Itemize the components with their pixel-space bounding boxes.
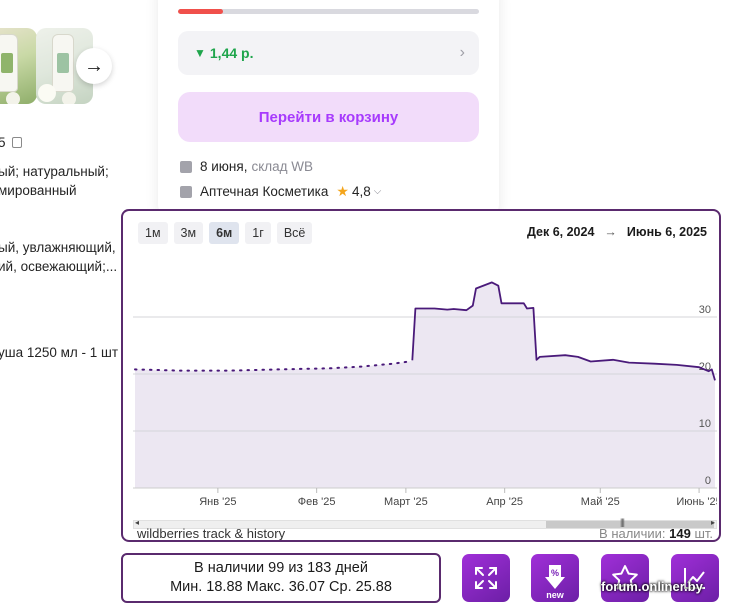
flower-decoration: [38, 84, 56, 102]
arrow-right-icon: →: [604, 225, 617, 239]
price-chart-button[interactable]: [671, 554, 719, 602]
next-thumbnail-button[interactable]: →: [76, 48, 112, 84]
delivery-date: 8 июня,: [200, 159, 248, 174]
desc-line: ий, освежающий;...: [0, 259, 118, 274]
seller-name[interactable]: Аптечная Косметика: [200, 184, 329, 199]
y-tick-label: 0: [705, 475, 711, 487]
star-icon: [612, 565, 638, 590]
range-1m-button[interactable]: 1м: [138, 222, 168, 244]
product-thumbnail[interactable]: [0, 28, 37, 104]
x-tick-label: Апр '25: [486, 496, 523, 508]
price-change-row[interactable]: ▼ 1,44 р. ›: [178, 31, 479, 75]
price-chart[interactable]: 0 10 20 30 Янв '25 Фев '25 Март '25 Апр '25 Май …: [133, 257, 717, 522]
stats-box: В наличии 99 из 183 дней Мин. 18.88 Макс…: [121, 553, 441, 603]
stock-progress-fill: [178, 9, 224, 14]
x-tick-label: Июнь '25: [676, 496, 717, 508]
range-3m-button[interactable]: 3м: [173, 222, 204, 244]
price-history-panel: 1м 3м 6м 1г Всё Дек 6, 2024 → Июнь 6, 20…: [121, 209, 721, 542]
price-area-fill: [135, 282, 715, 488]
price-down-icon: ▼: [194, 46, 206, 60]
go-to-cart-button[interactable]: Перейти в корзину: [178, 92, 479, 142]
box-icon: [180, 160, 192, 173]
range-6m-button[interactable]: 6м: [209, 222, 240, 244]
shop-icon: [180, 185, 192, 198]
shower-gel-bottle-image: [52, 34, 74, 92]
chart-navigator-scrollbar[interactable]: ◂ ||| ▸: [133, 517, 717, 529]
desc-line: ый; натуральный;: [0, 164, 109, 179]
svg-text:%: %: [551, 568, 559, 578]
new-badge: new: [546, 590, 564, 600]
stock-count: 149: [669, 526, 691, 541]
range-selector: 1м 3м 6м 1г Всё: [138, 222, 313, 244]
chart-credit[interactable]: wildberries track & history: [137, 526, 286, 541]
x-tick-label: Май '25: [581, 496, 620, 508]
x-tick-label: Фев '25: [298, 496, 336, 508]
expand-icon: [475, 567, 497, 589]
scroll-thumb[interactable]: [546, 521, 714, 528]
arrow-right-icon: →: [84, 54, 104, 77]
stats-availability: В наличии 99 из 183 дней: [194, 560, 368, 576]
y-tick-label: 10: [699, 418, 711, 430]
price-change-value: 1,44 р.: [209, 45, 254, 61]
shower-gel-bottle-image: [0, 34, 18, 92]
chevron-right-icon: ›: [459, 44, 465, 61]
star-icon: ★: [336, 183, 349, 199]
copy-icon[interactable]: [11, 137, 22, 148]
chevron-down-icon[interactable]: ⌵: [373, 186, 382, 197]
range-all-button[interactable]: Всё: [276, 222, 313, 244]
price-line: [411, 281, 716, 381]
article-number: 5: [0, 133, 22, 152]
date-from[interactable]: Дек 6, 2024: [526, 225, 595, 239]
expand-chart-button[interactable]: [462, 554, 510, 602]
seller-rating: 4,8: [351, 184, 371, 199]
delivery-info: 8 июня, склад WB: [180, 159, 313, 174]
desc-line: уша 1250 мл - 1 шт: [0, 345, 119, 360]
seller-info[interactable]: Аптечная Косметика ★ 4,8 ⌵: [180, 183, 381, 200]
delivery-warehouse: склад WB: [251, 159, 314, 174]
watermark: forum.onliner.by: [601, 579, 703, 594]
discount-new-icon: %: [545, 565, 565, 589]
desc-line: ый, увлажняющий,: [0, 240, 116, 255]
favorite-button[interactable]: [601, 554, 649, 602]
scroll-left-icon[interactable]: ◂: [135, 518, 140, 527]
date-to[interactable]: Июнь 6, 2025: [626, 225, 707, 239]
buy-card: ▼ 1,44 р. › Перейти в корзину 8 июня, ск…: [158, 0, 499, 220]
stock-note: В наличии: 149 шт.: [599, 526, 713, 541]
scroll-grip-icon: |||: [620, 517, 625, 527]
range-1y-button[interactable]: 1г: [245, 222, 271, 244]
stock-progress-bar: [178, 9, 479, 14]
discount-new-button[interactable]: % new: [531, 554, 579, 602]
x-tick-label: Март '25: [384, 496, 428, 508]
y-tick-label: 30: [699, 304, 711, 316]
desc-line: мированный: [0, 183, 77, 198]
scroll-right-icon[interactable]: ▸: [710, 518, 715, 527]
price-line-dotted: [134, 360, 411, 372]
stats-min-max-avg: Мин. 18.88 Макс. 36.07 Ср. 25.88: [170, 579, 392, 595]
price-chart-icon: [684, 568, 705, 589]
date-range: Дек 6, 2024 → Июнь 6, 2025: [527, 225, 707, 239]
x-tick-label: Янв '25: [199, 496, 236, 508]
